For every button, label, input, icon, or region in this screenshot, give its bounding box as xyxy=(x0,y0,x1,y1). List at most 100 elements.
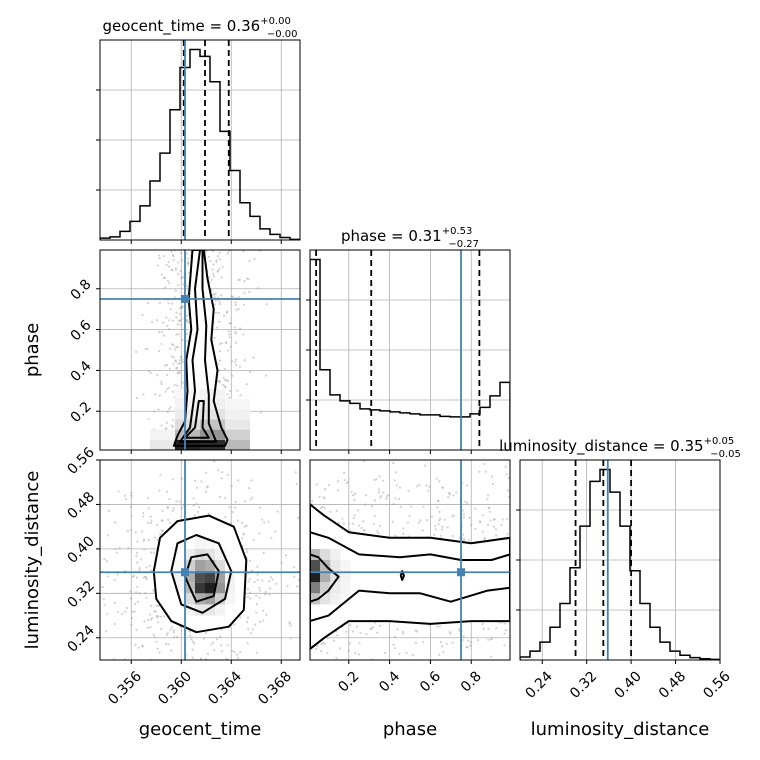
scatter-point xyxy=(487,638,490,641)
scatter-point xyxy=(239,327,242,330)
scatter-point xyxy=(204,631,207,635)
scatter-point xyxy=(373,499,376,502)
scatter-point xyxy=(226,379,229,383)
scatter-point xyxy=(234,303,238,306)
scatter-point xyxy=(204,666,206,668)
scatter-point xyxy=(226,644,229,647)
scatter-point xyxy=(263,521,266,524)
scatter-point xyxy=(180,306,183,309)
scatter-point xyxy=(135,554,138,558)
scatter-point xyxy=(176,384,179,387)
scatter-point xyxy=(411,654,414,657)
scatter-point xyxy=(187,257,190,260)
scatter-point xyxy=(144,575,147,579)
scatter-point xyxy=(255,594,258,597)
scatter-point xyxy=(228,322,231,325)
x-tick-label: 0.368 xyxy=(255,668,295,708)
density-cell xyxy=(195,593,205,605)
scatter-point xyxy=(409,682,411,684)
scatter-point xyxy=(165,633,169,637)
scatter-point xyxy=(204,250,208,253)
scatter-point xyxy=(478,520,481,523)
scatter-point xyxy=(209,259,212,263)
scatter-point xyxy=(114,548,117,551)
scatter-point xyxy=(323,506,326,509)
truth-marker xyxy=(457,568,466,577)
scatter-point xyxy=(356,695,358,697)
scatter-point xyxy=(147,417,150,420)
scatter-point xyxy=(369,627,372,630)
scatter-point xyxy=(223,367,226,370)
scatter-point xyxy=(486,494,490,497)
scatter-point xyxy=(363,529,366,532)
scatter-point xyxy=(353,514,356,517)
scatter-point xyxy=(187,263,190,266)
panel-geocent_time-vs-luminosity_distance xyxy=(100,424,300,668)
scatter-point xyxy=(124,610,127,613)
scatter-point xyxy=(188,630,192,633)
scatter-point xyxy=(115,424,117,426)
scatter-point xyxy=(149,569,153,572)
scatter-point xyxy=(233,650,236,653)
scatter-point xyxy=(241,537,244,540)
scatter-point xyxy=(494,707,496,709)
scatter-point xyxy=(243,279,246,283)
scatter-point xyxy=(503,667,505,669)
scatter-point xyxy=(326,651,329,655)
scatter-point xyxy=(198,506,201,509)
scatter-point xyxy=(238,278,241,281)
scatter-point xyxy=(152,633,155,636)
scatter-point xyxy=(438,425,440,427)
scatter-point xyxy=(231,374,234,377)
scatter-point xyxy=(224,661,226,663)
scatter-point xyxy=(172,628,175,632)
scatter-point xyxy=(256,578,259,581)
density-cell xyxy=(195,537,205,549)
scatter-point xyxy=(137,600,140,603)
density-cell xyxy=(175,409,200,420)
scatter-point xyxy=(170,424,173,427)
scatter-point xyxy=(176,372,179,375)
scatter-point xyxy=(157,331,161,334)
scatter-point xyxy=(383,651,387,654)
scatter-point xyxy=(226,310,229,313)
y-tick-label: 0.48 xyxy=(64,489,97,522)
scatter-point xyxy=(358,642,361,645)
scatter-point xyxy=(220,477,223,480)
title-minus: −0.27 xyxy=(448,239,479,250)
scatter-point xyxy=(149,604,153,608)
scatter-point xyxy=(342,522,346,525)
scatter-point xyxy=(322,496,325,499)
scatter-point xyxy=(170,355,173,358)
density-cell xyxy=(225,398,250,410)
density-cell xyxy=(200,439,225,450)
scatter-point xyxy=(100,664,102,666)
scatter-point xyxy=(181,338,184,341)
scatter-point xyxy=(320,661,322,663)
scatter-point xyxy=(224,515,227,519)
scatter-point xyxy=(153,636,156,639)
scatter-point xyxy=(178,500,181,503)
scatter-point xyxy=(224,378,227,382)
scatter-point xyxy=(257,287,260,290)
scatter-point xyxy=(236,389,239,392)
scatter-point xyxy=(165,388,169,391)
scatter-point xyxy=(117,490,120,493)
scatter-point xyxy=(455,739,457,741)
density-cell xyxy=(205,582,215,594)
density-cell xyxy=(340,560,351,572)
scatter-point xyxy=(217,380,220,383)
scatter-point xyxy=(490,655,493,658)
scatter-point xyxy=(289,624,292,627)
scatter-point xyxy=(231,295,234,299)
scatter-point xyxy=(142,539,145,542)
density-cell xyxy=(310,560,321,572)
scatter-point xyxy=(318,450,320,452)
scatter-point xyxy=(228,389,232,393)
scatter-point xyxy=(130,514,133,518)
x-tick-label: 0.2 xyxy=(335,668,362,695)
scatter-point xyxy=(337,489,340,492)
scatter-point xyxy=(187,321,191,324)
density-cell xyxy=(310,548,321,560)
scatter-point xyxy=(195,502,198,506)
